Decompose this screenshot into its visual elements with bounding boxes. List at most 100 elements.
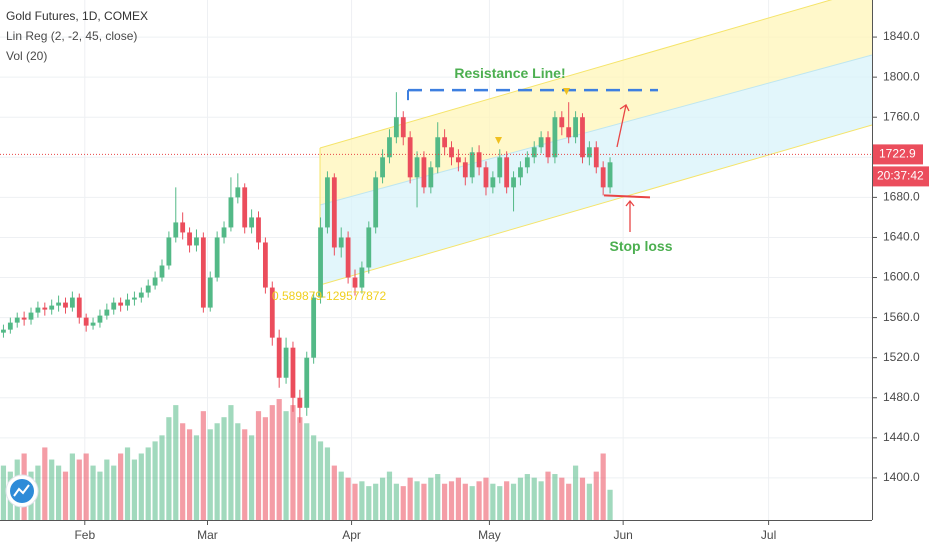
- volume-bar: [469, 486, 475, 520]
- candle-body: [35, 307, 41, 313]
- candle-body: [111, 302, 117, 310]
- candle-body: [442, 137, 448, 148]
- volume-bar: [131, 459, 138, 520]
- volume-bar: [435, 474, 441, 520]
- volume-bar: [200, 411, 206, 520]
- x-tick-label: Feb: [74, 528, 95, 542]
- volume-bar: [524, 474, 530, 520]
- candle-body: [531, 147, 537, 158]
- volume-bar: [249, 435, 255, 520]
- candle-body: [545, 137, 551, 158]
- y-tick-label: 1600.0: [883, 270, 920, 284]
- candle-body: [90, 322, 96, 326]
- countdown-label: 20:37:42: [877, 169, 924, 183]
- y-tick-label: 1800.0: [883, 69, 920, 83]
- candle-body: [490, 177, 496, 188]
- candle-body: [393, 117, 399, 138]
- volume-bar: [517, 477, 524, 520]
- candle-body: [207, 277, 213, 308]
- volume-bar: [373, 483, 379, 520]
- volume-bar: [83, 453, 89, 520]
- volume-bar: [593, 471, 599, 520]
- channel-label: 0.589879-129577872: [272, 289, 386, 303]
- y-tick-label: 1400.0: [883, 470, 920, 484]
- candle-body: [607, 162, 613, 188]
- chart-title: Gold Futures, 1D, COMEX: [6, 9, 148, 23]
- candle-body: [497, 157, 503, 178]
- candle-body: [83, 317, 89, 326]
- volume-bar: [90, 465, 96, 520]
- volume-bar: [290, 405, 296, 520]
- candle-body: [49, 305, 55, 310]
- volume-bar: [455, 477, 462, 520]
- volume-bar: [62, 471, 69, 520]
- volume-bar: [207, 429, 213, 520]
- candle-body: [304, 357, 310, 408]
- volume-bar: [379, 477, 386, 520]
- volume-bar: [531, 477, 537, 520]
- candle-body: [145, 285, 151, 293]
- volume-bar: [607, 489, 613, 520]
- volume-bar: [304, 423, 310, 520]
- volume-bar: [269, 405, 275, 520]
- candle-body: [166, 237, 172, 266]
- candle-body: [194, 237, 199, 246]
- stop-loss-text: Stop loss: [609, 238, 672, 254]
- volume-bar: [283, 411, 289, 520]
- volume-bar: [180, 423, 186, 520]
- candle-body: [228, 197, 234, 228]
- marker: [495, 137, 502, 144]
- candle-body: [593, 147, 599, 168]
- resistance-text: Resistance Line!: [454, 65, 565, 81]
- candle-body: [76, 297, 82, 318]
- candle-body: [518, 167, 523, 178]
- x-tick-label: Jun: [613, 528, 632, 542]
- candle-body: [138, 292, 144, 298]
- volume-bar: [331, 465, 337, 520]
- channel-mid: [319, 54, 873, 206]
- candle-body: [159, 265, 165, 278]
- candle-body: [325, 177, 330, 228]
- candle-body: [221, 227, 227, 238]
- candle-body: [21, 317, 27, 320]
- candle-body: [235, 187, 241, 198]
- volume-bar: [152, 441, 158, 520]
- volume-bar: [311, 435, 317, 520]
- volume-bar: [69, 453, 75, 520]
- candle-body: [118, 302, 124, 306]
- candle-body: [504, 157, 510, 188]
- volume-bar: [359, 481, 365, 520]
- candle-body: [200, 237, 206, 308]
- volume-bar: [462, 483, 468, 520]
- volume-bar: [400, 486, 406, 520]
- volume-bar: [186, 429, 193, 520]
- candle-body: [14, 317, 20, 323]
- stop-loss-line: [603, 194, 651, 199]
- volume-bar: [118, 453, 124, 520]
- candle-body: [359, 267, 365, 288]
- volume-bar: [111, 465, 117, 520]
- volume-bar: [579, 477, 586, 520]
- volume-bar: [490, 483, 496, 520]
- volume-bar: [352, 483, 358, 520]
- volume-bar: [448, 481, 455, 520]
- candle-body: [338, 237, 344, 248]
- candle-body: [249, 217, 255, 228]
- arrow: [616, 104, 630, 148]
- candle-body: [435, 137, 441, 168]
- x-tick-label: Apr: [342, 528, 361, 542]
- candle-body: [414, 157, 420, 178]
- volume-bar: [145, 447, 151, 520]
- volume-bar: [559, 477, 565, 520]
- candle-body: [152, 277, 158, 286]
- candle-body: [387, 137, 392, 158]
- volume-bar: [566, 483, 572, 520]
- volume-bar: [76, 459, 82, 520]
- volume-bar: [545, 471, 551, 520]
- y-tick-label: 1840.0: [883, 29, 920, 43]
- volume-bar: [600, 453, 606, 520]
- candle-body: [7, 322, 13, 330]
- candle-body: [483, 167, 489, 188]
- volume-bar: [345, 477, 351, 520]
